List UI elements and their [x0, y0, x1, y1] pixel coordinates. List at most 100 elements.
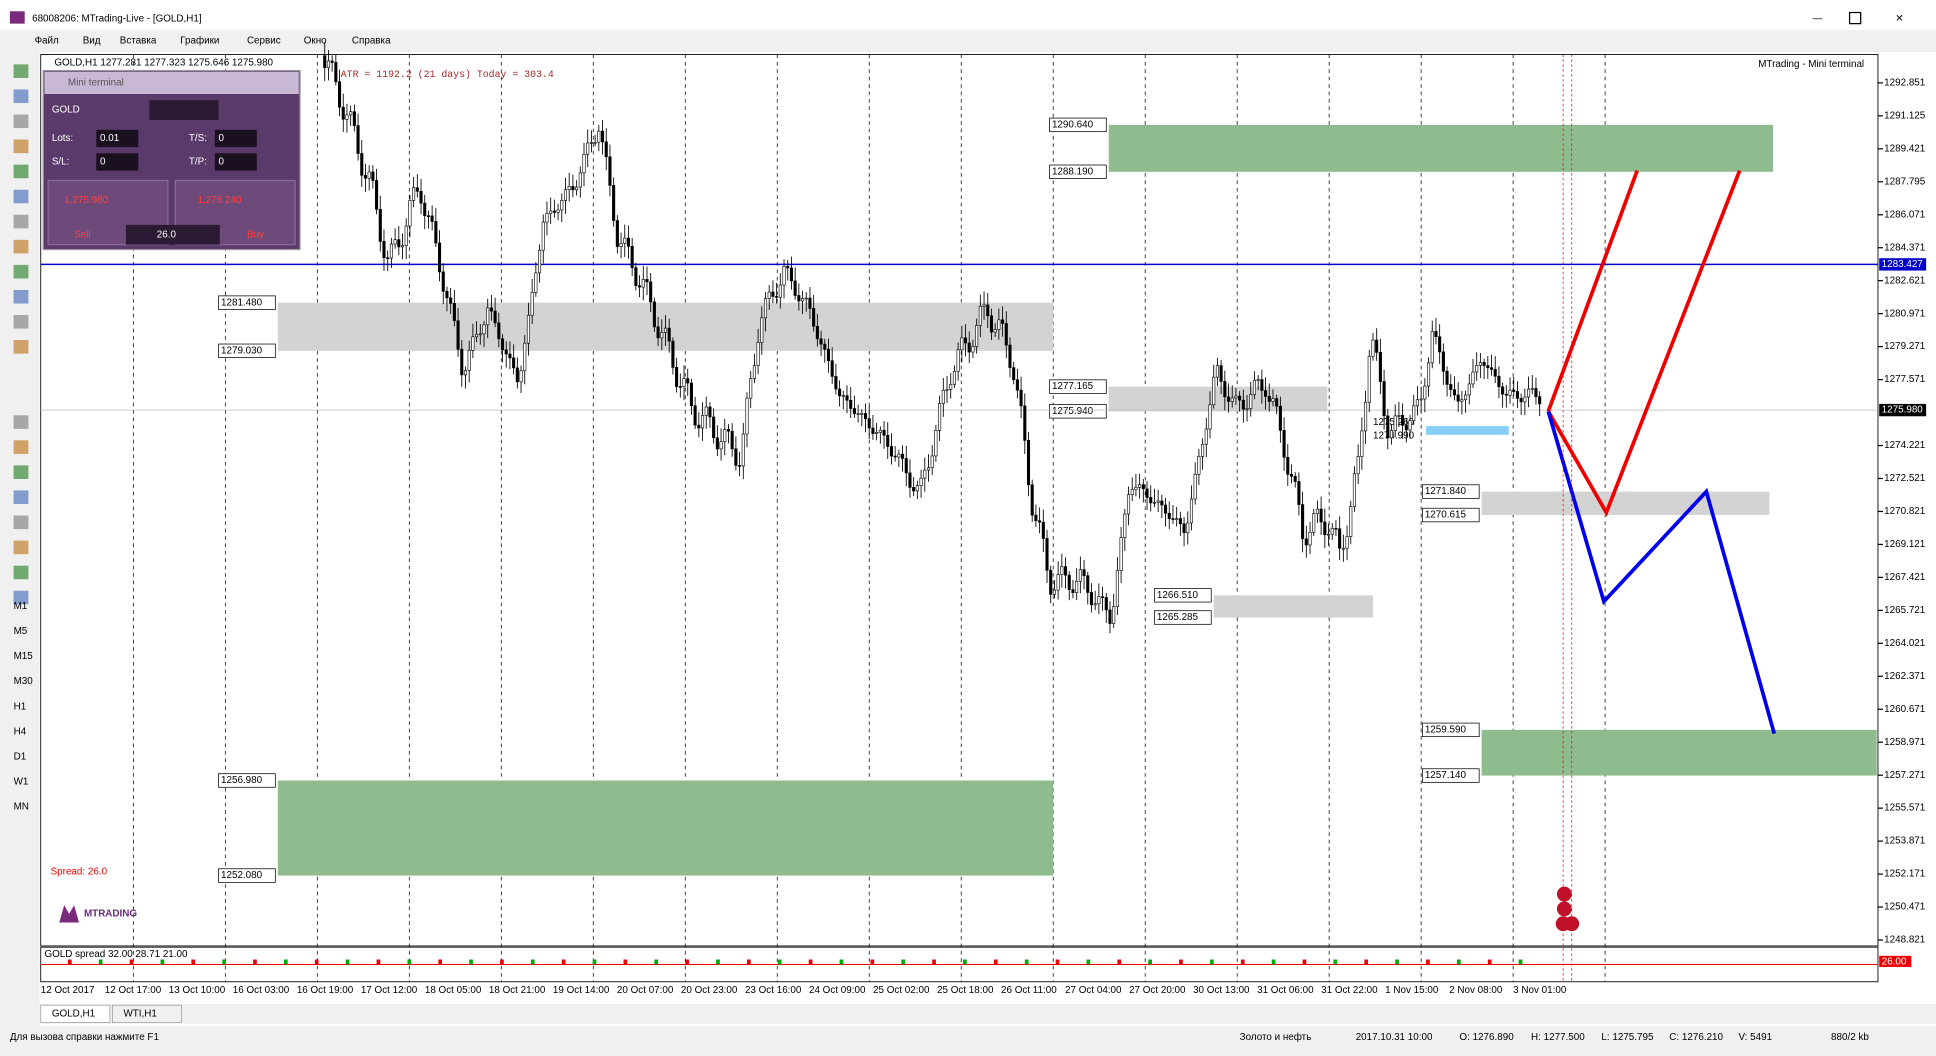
candle-body: [1004, 323, 1008, 346]
level-label-box: [1049, 379, 1107, 394]
tool-icon[interactable]: [13, 289, 29, 304]
mini-terminal-title: Mini terminal: [68, 78, 124, 89]
candle-body: [863, 413, 868, 420]
tool-icon[interactable]: [13, 340, 29, 354]
menu-item[interactable]: Вид: [83, 36, 101, 47]
timeframe-button[interactable]: H1: [14, 701, 27, 712]
candle-body: [523, 342, 527, 372]
tool-icon[interactable]: [13, 590, 29, 605]
maximize-button[interactable]: [1848, 11, 1862, 25]
tab-label[interactable]: WTI,H1: [123, 1008, 156, 1019]
chart-tab[interactable]: [40, 1004, 111, 1023]
timeframe-button[interactable]: M5: [14, 626, 28, 637]
candle-body: [493, 310, 497, 324]
input-box[interactable]: [214, 129, 257, 148]
candle-body: [1308, 531, 1312, 546]
candle-body: [826, 348, 831, 362]
candle-body: [1438, 336, 1442, 353]
candle-body: [1452, 389, 1457, 396]
tab-label[interactable]: GOLD,H1: [52, 1008, 95, 1019]
candle-body: [878, 429, 882, 433]
time-axis-label: 26 Oct 11:00: [1001, 985, 1057, 996]
candle-body: [793, 280, 797, 296]
tool-icon[interactable]: [13, 565, 29, 580]
candle-body: [508, 353, 512, 359]
candle-body: [471, 336, 475, 351]
tool-icon[interactable]: [13, 465, 29, 479]
spread-bar: [222, 959, 226, 965]
spread-bar: [438, 959, 443, 965]
candle-body: [767, 291, 771, 299]
candle-body: [608, 156, 612, 186]
candle-body: [1475, 364, 1479, 373]
tool-icon[interactable]: [13, 540, 29, 555]
tool-icon[interactable]: [13, 214, 29, 229]
candle-body: [771, 291, 775, 297]
candle-body: [489, 307, 493, 312]
candle-body: [408, 200, 412, 227]
candle-body: [619, 243, 623, 247]
tool-icon[interactable]: [13, 189, 29, 204]
chart-tab[interactable]: [111, 1004, 182, 1023]
tool-icon[interactable]: [13, 64, 29, 78]
price-axis-label: 1270.821: [1884, 506, 1925, 517]
candle-body: [560, 200, 564, 211]
price-axis-label: 1258.971: [1884, 737, 1925, 748]
sell-label: Sell: [74, 229, 90, 240]
timeframe-button[interactable]: W1: [14, 776, 29, 787]
candle-body: [1175, 518, 1179, 520]
timeframe-button[interactable]: H4: [14, 726, 27, 737]
menu-item[interactable]: Окно: [304, 36, 327, 47]
alert-icon[interactable]: [1556, 886, 1572, 902]
candle-body: [1104, 597, 1108, 611]
menu-item[interactable]: Справка: [352, 36, 391, 47]
spread-bar: [1240, 959, 1245, 965]
timeframe-button[interactable]: M15: [14, 651, 34, 662]
time-axis-label: 24 Oct 09:00: [809, 985, 866, 996]
price-axis-label: 1248.821: [1884, 935, 1925, 946]
tool-icon[interactable]: [13, 315, 29, 329]
candle-body: [1012, 367, 1016, 380]
timeframe-button[interactable]: D1: [14, 751, 27, 762]
candle-body: [1382, 381, 1386, 417]
input-box[interactable]: [96, 129, 139, 148]
candle-body: [841, 395, 845, 397]
input-box[interactable]: [214, 153, 257, 171]
candle-body: [1193, 473, 1197, 500]
tool-icon[interactable]: [13, 440, 29, 454]
tool-icon[interactable]: [13, 239, 29, 254]
level-label: 1256.980: [221, 775, 263, 786]
alert-icon[interactable]: [1555, 916, 1571, 932]
tool-icon[interactable]: [13, 515, 29, 530]
candle-body: [1052, 589, 1056, 595]
tool-icon[interactable]: [13, 139, 29, 154]
tool-icon[interactable]: [13, 164, 29, 179]
menu-item[interactable]: Вставка: [120, 36, 157, 47]
current-price-box: [1879, 403, 1927, 417]
tool-icon[interactable]: [13, 490, 29, 505]
input-box[interactable]: [96, 153, 139, 171]
candle-body: [1434, 331, 1438, 337]
timeframe-button[interactable]: M30: [14, 676, 34, 687]
tool-icon[interactable]: [13, 264, 29, 279]
tool-icon[interactable]: [13, 415, 29, 429]
timeframe-button[interactable]: MN: [14, 802, 29, 813]
menu-item[interactable]: Графики: [180, 36, 219, 47]
menu-item[interactable]: Файл: [35, 36, 59, 47]
candle-body: [1386, 415, 1390, 439]
level-label: 1259.590: [1425, 724, 1467, 735]
timeframe-button[interactable]: M1: [14, 601, 28, 612]
time-axis-label: 30 Oct 13:00: [1193, 985, 1250, 996]
candle-body: [1167, 512, 1171, 519]
candle-body: [656, 326, 660, 339]
tool-icon[interactable]: [13, 89, 29, 104]
spread-bar: [685, 959, 689, 965]
candle-body: [1286, 457, 1290, 475]
tool-icon[interactable]: [13, 114, 29, 129]
candle-body: [1126, 494, 1131, 515]
spread-bar: [1210, 959, 1214, 965]
alert-icon[interactable]: [1556, 901, 1572, 917]
close-button[interactable]: ✕: [1895, 13, 1903, 24]
minimize-button[interactable]: —: [1813, 13, 1823, 24]
menu-item[interactable]: Сервис: [247, 36, 281, 47]
